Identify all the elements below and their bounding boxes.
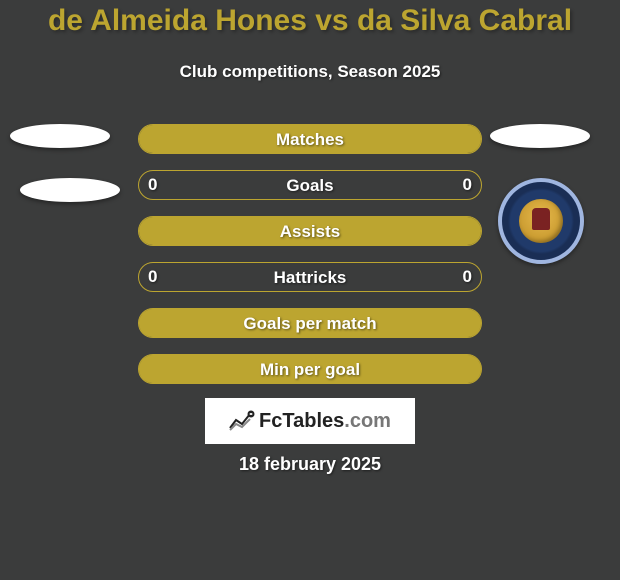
stat-row: 10Assists <box>0 216 620 262</box>
stat-label: Goals <box>139 176 481 196</box>
stat-label: Goals per match <box>139 314 481 334</box>
watermark-icon <box>229 410 255 432</box>
page-subtitle: Club competitions, Season 2025 <box>0 62 620 82</box>
stat-row: 12Matches <box>0 124 620 170</box>
stat-row: Goals per match <box>0 308 620 354</box>
stat-label: Min per goal <box>139 360 481 380</box>
stat-row: 00Hattricks <box>0 262 620 308</box>
watermark-brand: FcTables <box>259 410 344 432</box>
stat-row: 00Goals <box>0 170 620 216</box>
stat-bar: Assists <box>138 216 482 246</box>
watermark-suffix: .com <box>344 410 391 432</box>
stat-bar: Goals per match <box>138 308 482 338</box>
stat-label: Hattricks <box>139 268 481 288</box>
stat-rows: 12Matches00Goals10Assists00Hattricks Goal… <box>0 124 620 400</box>
watermark: FcTables.com <box>205 398 415 444</box>
stat-row: Min per goal <box>0 354 620 400</box>
stat-label: Matches <box>139 130 481 150</box>
stat-bar: Min per goal <box>138 354 482 384</box>
page-title: de Almeida Hones vs da Silva Cabral <box>0 4 620 38</box>
stat-bar: Hattricks <box>138 262 482 292</box>
watermark-text: FcTables.com <box>259 410 391 433</box>
comparison-infographic: de Almeida Hones vs da Silva Cabral Club… <box>0 0 620 580</box>
stat-bar: Goals <box>138 170 482 200</box>
stat-label: Assists <box>139 222 481 242</box>
date-label: 18 february 2025 <box>0 454 620 475</box>
stat-bar: Matches <box>138 124 482 154</box>
